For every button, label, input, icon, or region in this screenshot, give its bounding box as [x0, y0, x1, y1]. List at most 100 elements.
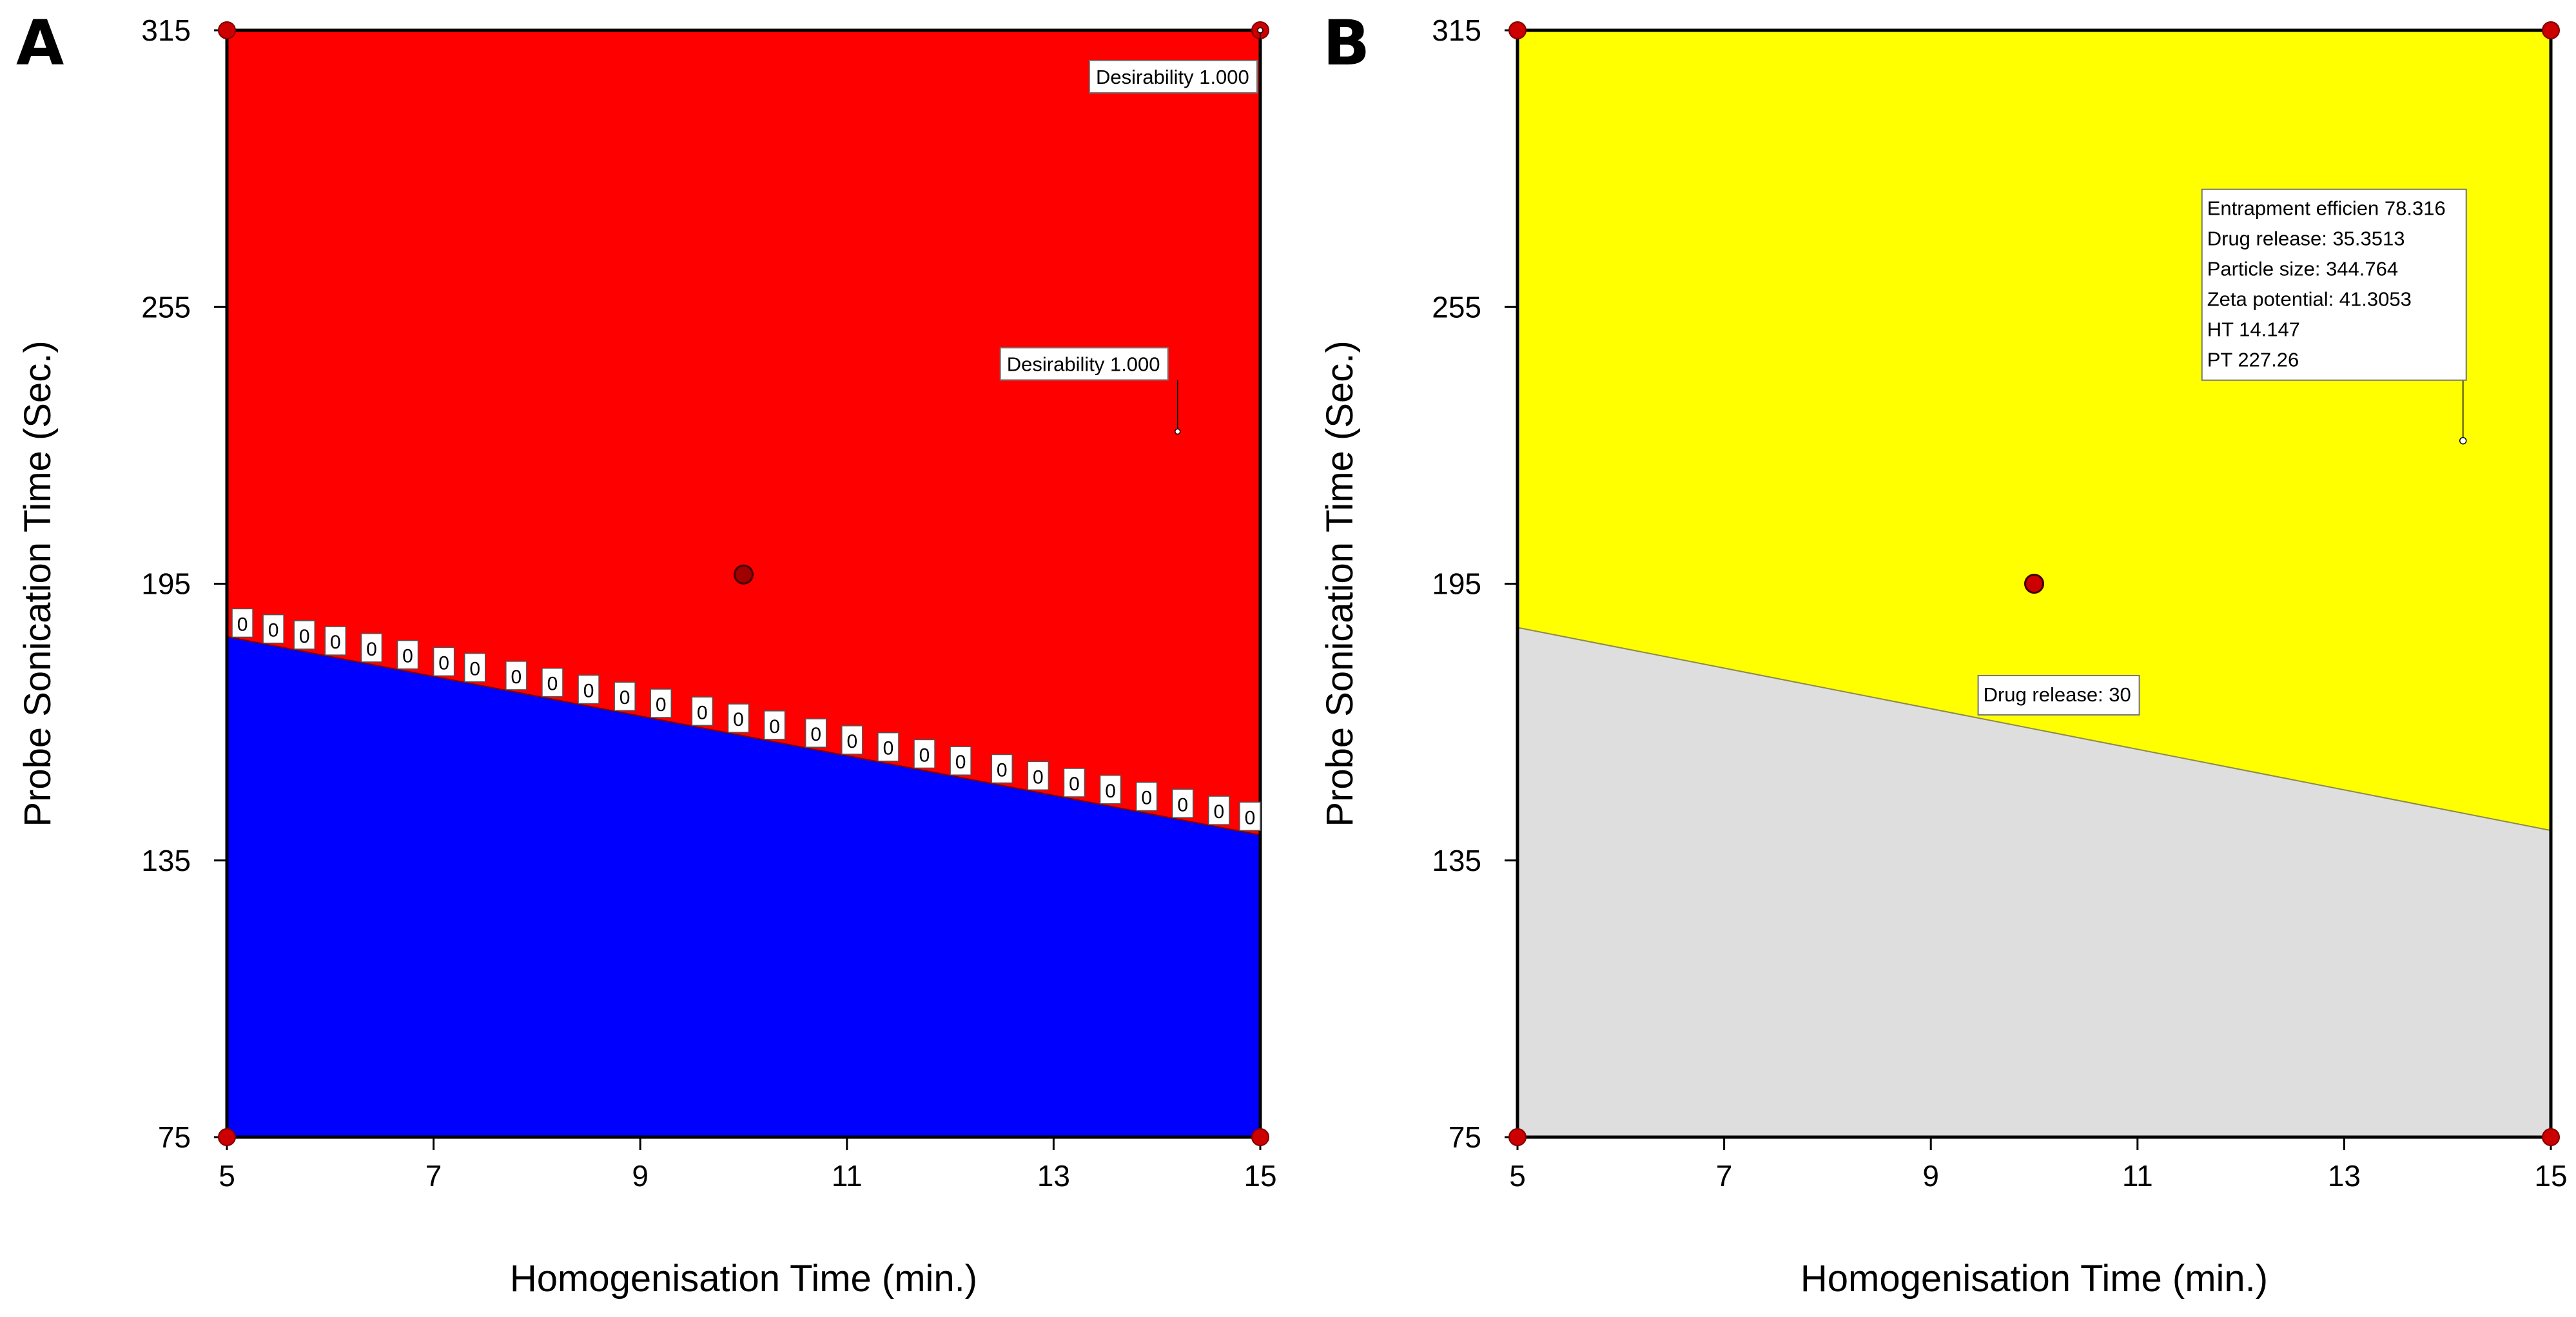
flag-annotation: Desirability 1.000	[1089, 27, 1264, 93]
contour-label-box	[1239, 801, 1261, 832]
y-tick-label: 135	[1432, 844, 1481, 877]
contour-label-text: 0	[330, 632, 341, 653]
flag-text-line: Drug release: 30	[1984, 683, 2131, 706]
x-axis-label: Homogenisation Time (min.)	[510, 1258, 977, 1300]
panel-letter: B	[1323, 7, 1370, 79]
contour-label-box	[262, 614, 284, 644]
contour-label-text: 0	[583, 680, 594, 701]
flag-text-line: Zeta potential: 41.3053	[2207, 288, 2412, 311]
contour-label-box	[542, 667, 563, 698]
lower-region	[227, 636, 1260, 1137]
contour-label-text: 0	[919, 745, 930, 766]
x-axis-label: Homogenisation Time (min.)	[1800, 1258, 2268, 1300]
contour-label-text: 0	[511, 667, 522, 688]
contour-label: 0	[360, 633, 383, 663]
flag-box	[1089, 60, 1258, 93]
contour-label-text: 0	[1214, 801, 1225, 823]
flag-text-line: Drug release: 35.3513	[2207, 228, 2405, 250]
contour-label-text: 0	[299, 626, 310, 647]
contour-label: 0	[805, 718, 827, 748]
contour-label: 0	[1099, 775, 1122, 805]
contour-label-box	[841, 725, 863, 755]
contour-label-text: 0	[846, 731, 857, 752]
contour-label: 0	[324, 626, 347, 656]
contour-label-text: 0	[366, 639, 377, 660]
contour-label-box	[727, 703, 750, 733]
flag-text-line: Entrapment efficien 78.316	[2207, 197, 2446, 220]
design-point	[1251, 1128, 1269, 1146]
contour-label: 0	[877, 732, 899, 762]
center-point	[2024, 574, 2044, 594]
flag-annotation: Drug release: 30	[1977, 674, 2140, 716]
contour-label-box	[1063, 768, 1086, 797]
contour-label-text: 0	[547, 674, 558, 695]
contour-label: 0	[1172, 788, 1194, 819]
flag-text-line: PT 227.26	[2207, 349, 2299, 371]
flag-box	[999, 347, 1169, 381]
panel-letter: A	[16, 7, 64, 79]
flag-annotation: Desirability 1.000	[999, 347, 1181, 435]
contour-label: 0	[293, 620, 315, 650]
contour-label: 0	[841, 725, 863, 755]
contour-label-box	[1027, 761, 1049, 791]
contour-label-text: 0	[733, 709, 744, 730]
contour-label: 0	[463, 652, 486, 683]
contour-boundary	[1517, 627, 2552, 832]
contour-label-box	[463, 652, 486, 683]
x-tick-label: 9	[632, 1159, 649, 1193]
flag-box	[2201, 188, 2467, 381]
contour-label: 0	[950, 746, 971, 776]
y-tick-label: 255	[1432, 290, 1481, 324]
center-point	[734, 564, 754, 585]
contour-label: 0	[614, 681, 636, 711]
contour-label-box	[877, 732, 899, 762]
panel-a-contour-plot: 5 7 9 11 13 15 75 135 195 255 315 Homogenisation Ti…	[16, 7, 1277, 1300]
contour-label-box	[505, 661, 527, 690]
contour-label-text: 0	[469, 659, 480, 680]
contour-label: 0	[231, 608, 253, 638]
contour-label-box	[991, 754, 1013, 784]
contour-label-text: 0	[769, 716, 780, 737]
y-tick-label: 315	[141, 14, 191, 47]
contour-label-text: 0	[697, 702, 708, 723]
contour-label-text: 0	[402, 646, 413, 667]
contour-label: 0	[913, 739, 935, 769]
contour-label-text: 0	[883, 738, 894, 759]
contour-label-text: 0	[1069, 774, 1080, 795]
contour-label: 0	[1063, 768, 1086, 797]
design-point	[218, 1128, 236, 1146]
x-tick-label: 7	[1716, 1159, 1733, 1193]
x-tick-label: 9	[1922, 1159, 1939, 1193]
contour-label-box	[1099, 775, 1122, 805]
x-tick-label: 5	[1509, 1159, 1526, 1193]
y-axis-label: Probe Sonication Time (Sec.)	[1319, 340, 1361, 826]
x-tick-label: 7	[425, 1159, 442, 1193]
upper-region	[227, 30, 1260, 835]
y-tick-label: 135	[141, 844, 191, 877]
design-point	[1508, 21, 1527, 39]
contour-label-text: 0	[656, 694, 667, 716]
contour-label-text: 0	[1245, 807, 1256, 828]
y-tick-label: 195	[141, 567, 191, 601]
contour-label: 0	[578, 674, 600, 705]
contour-label-box	[691, 696, 714, 727]
contour-label: 0	[691, 696, 714, 727]
contour-label-text: 0	[1033, 766, 1044, 788]
contour-label-box	[1208, 795, 1230, 825]
contour-label-box	[763, 710, 786, 740]
contour-label-box	[433, 647, 455, 677]
contour-label: 0	[991, 754, 1013, 784]
contour-label-box	[360, 633, 383, 663]
design-point	[218, 21, 236, 39]
contour-label: 0	[1135, 781, 1158, 812]
contour-label: 0	[505, 661, 527, 690]
contour-label: 0	[396, 639, 419, 670]
x-tick-label: 15	[2534, 1159, 2567, 1193]
contour-label-text: 0	[438, 652, 449, 674]
contour-label-text: 0	[268, 620, 279, 641]
contour-label-box	[324, 626, 347, 656]
contour-label-box	[650, 688, 672, 718]
contour-label-box	[950, 746, 971, 776]
y-tick-label: 195	[1432, 567, 1481, 601]
contour-label-text: 0	[810, 724, 821, 745]
